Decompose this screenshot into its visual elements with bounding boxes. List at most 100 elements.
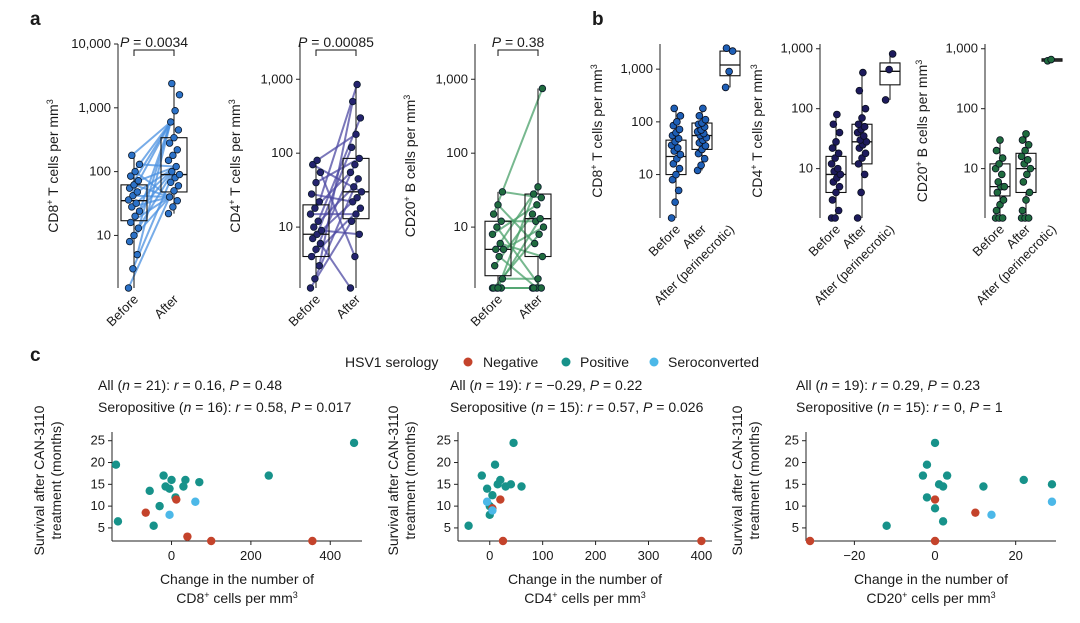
point-group-1 [858,114,866,122]
stat-p: P [970,399,980,415]
y-axis-title-marker: CD8 [589,170,605,198]
y-tick-label: 10 [639,167,653,182]
y-tick-label: 10 [964,161,978,176]
point-before [128,151,136,160]
stat-r: r [587,399,593,415]
p-value-bracket [133,49,175,56]
paired-line [498,255,538,289]
p-value-label: P = 0.0034 [120,34,188,50]
point-after [357,188,366,196]
y-axis-title-rest: T cells per mm [589,69,605,164]
point-group-2 [728,47,737,55]
point-after [346,284,355,292]
y-tick-label: 20 [91,455,105,470]
scatter-point-positive [179,482,188,491]
point-before [494,201,502,209]
stat-p-value: = 1 [979,399,1003,415]
point-before [498,275,507,283]
x-axis-title-line1: Change in the number of [160,571,314,587]
scatter-point-positive [145,486,154,496]
paired-line [136,121,172,255]
stat-n: n [122,377,130,393]
point-before [132,199,140,207]
y-tick-label: 10 [279,219,293,234]
point-before [316,168,325,177]
scatter-point-seroconverted [165,510,174,520]
point-before [306,210,315,218]
x-category-label: Before [103,292,141,330]
stat-n-value: = 16): [191,399,235,415]
x-tick-label: 0 [168,548,175,563]
y-tick-label: 5 [444,520,451,535]
point-after [536,214,544,223]
paired-line [491,204,538,236]
point-after [173,197,181,205]
y-axis-title-marker: CD8 [45,205,61,233]
stat-r: r [933,399,939,415]
point-after [352,130,360,139]
point-group-1 [1017,152,1026,161]
y-tick-label: 10 [799,161,813,176]
stat-n: n [536,399,544,415]
stat-p-value: = 0.22 [599,377,642,393]
y-axis-title-cd8-groups: CD8+ T cells per mm3 [589,64,605,197]
point-group-0 [675,125,684,134]
paired-line [499,242,543,258]
y-tick-label: 25 [437,433,451,448]
point-group-1 [1021,146,1029,155]
point-before [134,177,143,185]
scatter-point-negative [971,508,980,517]
point-before [489,210,498,218]
point-before [130,231,138,240]
x-tick-label: 200 [240,548,262,563]
y-axis-title-line2: treatment (months) [402,421,418,539]
y-tick-label: 100 [446,145,468,160]
point-after [168,79,176,88]
paired-line [128,121,172,189]
legend: HSV1 serology Negative Positive Seroconv… [345,354,759,370]
point-after [538,252,547,261]
scatter-point-positive [509,438,518,448]
scatter-point-negative [172,495,181,504]
x-axis-title-unit-sup: 3 [641,590,646,600]
point-group-0 [834,206,843,215]
point-before [317,226,326,235]
point-group-1 [861,149,870,158]
scatter-point-negative [498,536,508,546]
y-tick-label: 100 [271,145,293,160]
stat-n-value: = 19): [828,377,872,393]
x-axis-title-marker: CD4 [524,590,552,606]
point-before [306,284,315,292]
point-before [129,265,137,273]
y-tick-label: 10 [454,219,468,234]
x-tick-label: 400 [319,548,341,563]
stat-n: n [184,399,192,415]
point-group-1 [861,104,870,113]
point-group-0 [673,118,681,126]
stat-seropositive: Seropositive (n = 15): r = 0, P = 1 [796,399,1003,415]
point-group-0 [1000,182,1009,191]
y-tick-label: 25 [91,433,105,448]
point-group-0 [834,149,843,158]
y-tick-label: 10 [97,227,111,242]
y-axis-title-unit-sup: 3 [589,64,599,69]
scatter-point-positive [165,484,174,493]
point-before [130,181,138,189]
scatter-point-positive [922,460,932,469]
stat-r-value: = 0, [938,399,970,415]
scatter-point-positive [506,480,516,489]
y-axis-title-sup: + [402,196,412,201]
panel-label-b: b [592,9,604,30]
point-group-1 [697,161,705,170]
p-value-number: = 0.38 [501,34,544,50]
paired-line [131,121,172,157]
x-axis-title-line1: Change in the number of [508,571,662,587]
point-group-2 [725,67,733,76]
point-group-0 [835,182,844,191]
point-group-0 [999,196,1008,204]
x-axis-title-marker: CD20 [866,590,902,606]
stat-label: All ( [796,377,820,393]
scatter-point-positive [930,438,940,448]
y-tick-label: 20 [437,455,451,470]
